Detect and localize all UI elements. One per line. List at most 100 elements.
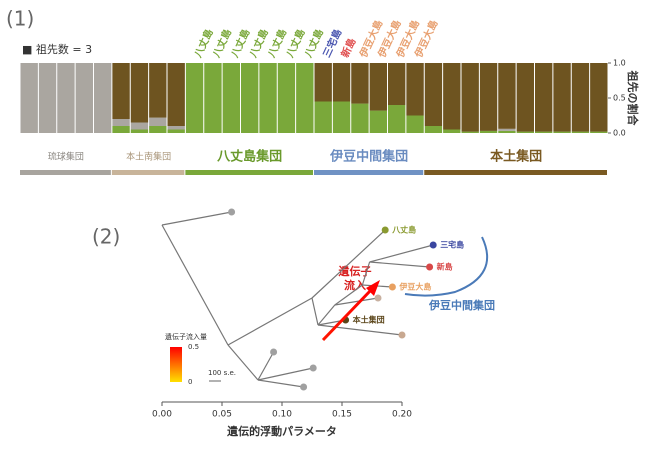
tree-edge	[257, 379, 304, 388]
group-label: 琉球集団	[48, 151, 84, 163]
bar-segment	[388, 105, 406, 133]
tree-edge	[361, 261, 371, 286]
group-bar	[20, 170, 111, 175]
bar-segment	[222, 63, 240, 133]
category-label: 新島	[338, 36, 358, 60]
y-tick-label: 0.0	[613, 129, 626, 138]
tree-edge	[161, 224, 229, 346]
bar-segment	[314, 101, 332, 133]
x-tick-label: 0.10	[272, 410, 292, 420]
tree-edge	[227, 297, 313, 346]
tip-label: 伊豆大島	[398, 282, 431, 292]
bar-segment	[241, 63, 259, 133]
bar-segment	[369, 63, 387, 111]
bar-segment	[332, 101, 351, 133]
tree-tip	[426, 263, 434, 271]
legend-title: 遺伝子流入量	[165, 332, 207, 341]
bar-segment	[461, 131, 479, 133]
bar-segment	[535, 63, 553, 132]
annotation: 遺伝子	[338, 264, 372, 278]
y-tick-label: 0.5	[613, 94, 626, 103]
bar-segment	[149, 126, 167, 133]
bar-segment	[553, 63, 571, 132]
bar-segment	[406, 63, 424, 116]
group-bar	[424, 170, 607, 175]
group-bar	[314, 170, 424, 175]
bar-segment	[590, 63, 608, 132]
bar-segment	[351, 103, 369, 133]
tree-edge	[317, 324, 403, 336]
annotation: 流入	[344, 278, 366, 292]
tip-label: 八丈島	[391, 225, 416, 235]
tip-label: 三宅島	[440, 240, 464, 250]
colorbar-tick-label: 0.5	[188, 343, 199, 351]
colorbar	[170, 347, 182, 382]
x-tick-label: 0.20	[392, 410, 412, 420]
tree-edge	[311, 229, 386, 299]
bar-segment	[277, 63, 296, 133]
group-label: 本土南集団	[126, 151, 171, 163]
annotation: ■ 祖先数 = 3	[22, 42, 92, 56]
bar-segment	[369, 110, 387, 133]
x-tick-label: 0.00	[152, 410, 172, 420]
bar-segment	[204, 63, 222, 133]
tree-tip	[309, 364, 317, 372]
tip-label: 本土集団	[352, 315, 385, 325]
tree-edge	[257, 367, 314, 381]
y-tick-label: 1.0	[613, 59, 626, 68]
x-tick-label: 0.15	[332, 410, 352, 420]
bar-segment	[443, 129, 461, 133]
tree-edge	[334, 284, 363, 306]
tree-edge	[369, 261, 430, 268]
bar-segment	[571, 63, 590, 132]
bar-segment	[553, 131, 571, 133]
tree-edge	[227, 344, 259, 381]
bar-segment	[498, 128, 516, 131]
bar-segment	[479, 63, 498, 131]
group-label: 伊豆中間集団	[428, 298, 495, 312]
bar-segment	[314, 63, 332, 102]
bar-segment	[296, 63, 314, 133]
y-axis-label: 祖先の割合	[626, 70, 640, 127]
group-label: 伊豆中間集団	[329, 149, 408, 165]
tree-tip	[374, 294, 382, 302]
bar-segment	[112, 119, 130, 126]
group-bar	[111, 170, 185, 175]
bar-segment	[424, 63, 443, 126]
tree-tip	[381, 226, 389, 234]
bar-segment	[535, 131, 553, 133]
bar-segment	[130, 122, 149, 130]
tree-edge	[161, 211, 232, 226]
bar-segment	[498, 130, 516, 133]
tree-edge	[334, 297, 379, 306]
panel-label: (2)	[92, 225, 120, 249]
bar-segment	[57, 63, 75, 133]
group-label: 本土集団	[490, 149, 542, 165]
bar-segment	[130, 63, 149, 123]
tip-label: 新島	[437, 262, 453, 272]
bar-segment	[443, 63, 461, 130]
group-bracket	[404, 236, 488, 297]
bar-segment	[94, 63, 112, 133]
tree-tip	[300, 383, 308, 391]
x-axis-label: 遺伝的浮動パラメータ	[226, 424, 337, 438]
bar-segment	[479, 130, 498, 133]
tree-tip	[398, 331, 406, 339]
bar-segment	[75, 63, 93, 133]
tree-tip	[228, 208, 236, 216]
bar-segment	[167, 63, 185, 126]
bar-segment	[259, 63, 277, 133]
group-label: 八丈島集団	[216, 149, 282, 165]
bar-segment	[388, 63, 406, 105]
bar-segment	[571, 131, 590, 133]
bar-segment	[149, 63, 167, 118]
bar-segment	[516, 131, 534, 133]
bar-segment	[185, 63, 204, 133]
colorbar-tick-label: 0	[188, 378, 192, 386]
bar-segment	[332, 63, 351, 102]
arrow-head	[366, 280, 380, 296]
bar-segment	[590, 131, 608, 133]
bar-segment	[20, 63, 38, 133]
bar-segment	[38, 63, 57, 133]
